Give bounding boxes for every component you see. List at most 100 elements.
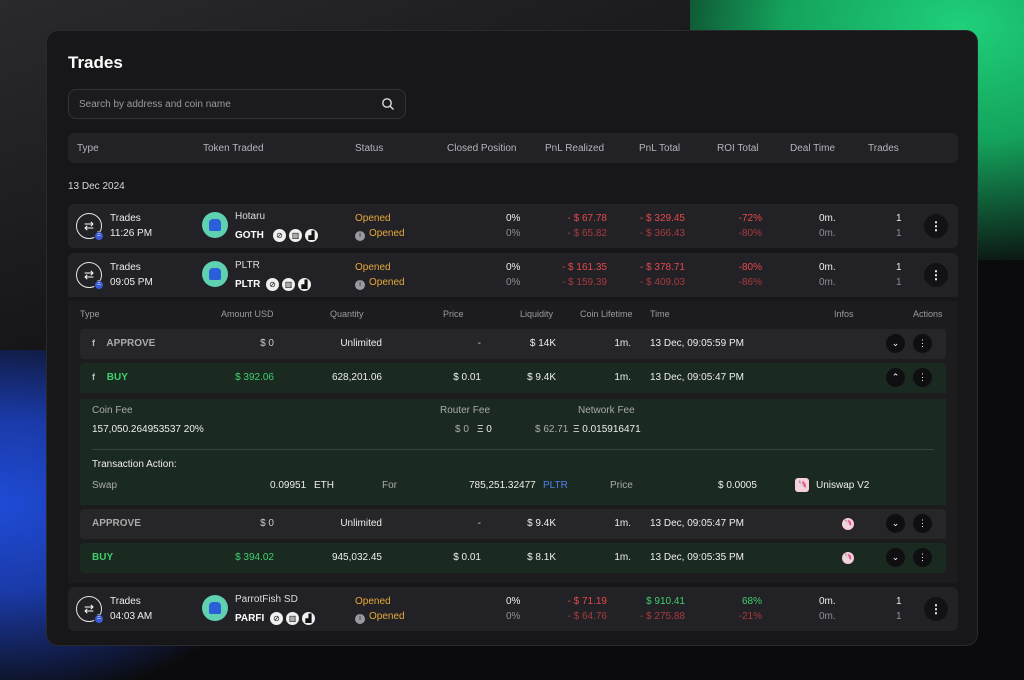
more-vertical-icon[interactable]: ⋮ — [913, 334, 932, 353]
more-vertical-icon[interactable]: ⋮ — [913, 548, 932, 567]
chart-icon[interactable]: ▥ — [286, 612, 299, 625]
router-fee-eth: Ξ 0 — [477, 424, 492, 435]
status-secondary: Opened — [369, 611, 405, 622]
tx-price: - — [477, 518, 481, 529]
token-avatar — [202, 595, 228, 621]
closed-position-secondary: 0% — [506, 277, 521, 288]
more-vertical-icon[interactable]: ⋮ — [924, 263, 948, 287]
chevron-down-icon[interactable]: ⌄ — [886, 334, 905, 353]
tx-quantity: Unlimited — [340, 518, 382, 529]
roi-total-secondary: -21% — [738, 611, 762, 622]
link-icon[interactable]: ⊘ — [273, 229, 286, 242]
transaction-row[interactable]: BUY $ 394.02 945,032.45 $ 0.01 $ 8.1K 1m… — [80, 543, 946, 573]
link-icon[interactable]: ⊘ — [266, 278, 279, 291]
transaction-details: Coin Fee 157,050.264953537 20% Router Fe… — [80, 399, 946, 505]
col-pnl-total: PnL Total — [639, 143, 681, 154]
stats-icon[interactable]: ▟ — [302, 612, 315, 625]
deal-time: 0m. — [819, 596, 836, 607]
tx-quantity: Unlimited — [340, 338, 382, 349]
facebook-icon: f — [92, 372, 95, 382]
deal-time-secondary: 0m. — [819, 611, 836, 622]
date-group-label: 13 Dec 2024 — [68, 181, 125, 192]
chart-icon[interactable]: ▥ — [289, 229, 302, 242]
status-primary: Opened — [355, 262, 391, 273]
transaction-row[interactable]: f BUY $ 392.06 628,201.06 $ 0.01 $ 9.4K … — [80, 363, 946, 393]
for-token-link[interactable]: PLTR — [543, 480, 568, 491]
tx-type: BUY — [92, 552, 114, 563]
swap-icon: ⇄ — [76, 596, 102, 622]
network-fee-label: Network Fee — [578, 405, 635, 416]
sub-col-time: Time — [650, 309, 670, 319]
sub-col-actions: Actions — [913, 309, 943, 319]
transaction-row[interactable]: f APPROVE $ 0 Unlimited - $ 14K 1m. 13 D… — [80, 329, 946, 359]
status-secondary: Opened — [369, 228, 405, 239]
tx-price: $ 0.01 — [453, 372, 481, 383]
uniswap-icon: 🦄 — [795, 478, 809, 492]
search-icon[interactable] — [381, 97, 395, 111]
sub-col-infos: Infos — [834, 309, 854, 319]
tx-action-label: Transaction Action: — [92, 459, 177, 470]
more-vertical-icon[interactable]: ⋮ — [924, 214, 948, 238]
pnl-total-secondary: - $ 275.88 — [639, 611, 685, 622]
stats-icon[interactable]: ▟ — [298, 278, 311, 291]
pnl-realized-secondary: - $ 64.76 — [567, 611, 607, 622]
search-input[interactable] — [79, 98, 381, 110]
trade-row[interactable]: ⇄ Ξ Trades 04:03 AM ParrotFish SD PARFI … — [68, 587, 958, 631]
link-icon[interactable]: ⊘ — [270, 612, 283, 625]
status-primary: Opened — [355, 213, 391, 224]
tx-lifetime: 1m. — [614, 552, 631, 563]
trade-count-secondary: 1 — [896, 228, 902, 239]
token-symbol: PLTR — [235, 279, 261, 290]
col-pnl-realized: PnL Realized — [545, 143, 605, 154]
search-box[interactable] — [68, 89, 406, 119]
sub-col-amount-usd: Amount USD — [221, 309, 274, 319]
token-symbol: GOTH — [235, 230, 264, 241]
col-type: Type — [77, 143, 99, 154]
pnl-realized-secondary: - $ 65.82 — [567, 228, 607, 239]
chain-badge-icon: Ξ — [94, 280, 104, 290]
stats-icon[interactable]: ▟ — [305, 229, 318, 242]
closed-position: 0% — [506, 262, 521, 273]
trade-time: 09:05 PM — [110, 277, 153, 288]
trade-count-secondary: 1 — [896, 611, 902, 622]
pnl-realized: - $ 67.78 — [567, 213, 607, 224]
pnl-total: $ 910.41 — [646, 596, 685, 607]
token-name: Hotaru — [235, 211, 266, 222]
roi-total: 68% — [741, 596, 762, 607]
token-avatar — [202, 212, 228, 238]
trade-type: Trades — [110, 213, 141, 224]
sub-col-liquidity: Liquidity — [520, 309, 554, 319]
chevron-down-icon[interactable]: ⌄ — [886, 548, 905, 567]
col-token-traded: Token Traded — [203, 143, 264, 154]
tx-amount: $ 394.02 — [235, 552, 274, 563]
token-symbol: PARFI — [235, 613, 265, 624]
sub-col-type: Type — [80, 309, 100, 319]
tx-lifetime: 1m. — [614, 518, 631, 529]
col-status: Status — [355, 143, 384, 154]
more-vertical-icon[interactable]: ⋮ — [913, 368, 932, 387]
tx-time: 13 Dec, 09:05:47 PM — [650, 518, 744, 529]
col-closed-position: Closed Position — [447, 143, 517, 154]
pnl-total: - $ 329.45 — [639, 213, 685, 224]
swap-label: Swap — [92, 480, 118, 491]
more-vertical-icon[interactable]: ⋮ — [924, 597, 948, 621]
tx-liquidity: $ 9.4K — [527, 518, 556, 529]
more-vertical-icon[interactable]: ⋮ — [913, 514, 932, 533]
trade-row[interactable]: ⇄ Ξ Trades 11:26 PM Hotaru GOTH ⊘ ▥ ▟ Open… — [68, 204, 958, 248]
facebook-icon: f — [92, 338, 95, 348]
deal-time: 0m. — [819, 262, 836, 273]
tx-time: 13 Dec, 09:05:35 PM — [650, 552, 744, 563]
tx-liquidity: $ 8.1K — [527, 552, 556, 563]
tx-price: $ 0.01 — [453, 552, 481, 563]
transaction-row[interactable]: APPROVE $ 0 Unlimited - $ 9.4K 1m. 13 De… — [80, 509, 946, 539]
dex-name: Uniswap V2 — [816, 480, 870, 491]
pnl-realized-secondary: - $ 159.39 — [561, 277, 607, 288]
chevron-up-icon[interactable]: ⌃ — [886, 368, 905, 387]
chevron-down-icon[interactable]: ⌄ — [886, 514, 905, 533]
deal-time-secondary: 0m. — [819, 277, 836, 288]
trade-row[interactable]: ⇄ Ξ Trades 09:05 PM PLTR PLTR ⊘ ▥ ▟ Opened… — [68, 253, 958, 297]
sub-col-coin-lifetime: Coin Lifetime — [580, 309, 633, 319]
info-icon: i — [355, 280, 365, 290]
chart-icon[interactable]: ▥ — [282, 278, 295, 291]
trade-count: 1 — [896, 596, 902, 607]
